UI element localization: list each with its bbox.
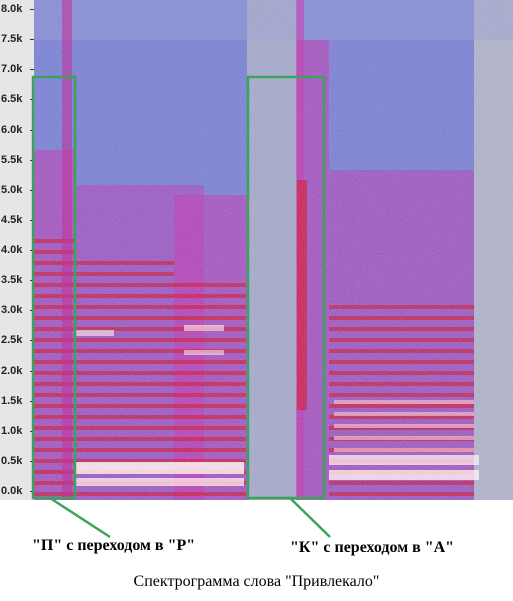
axis-tick-label: 4.5k (1, 214, 31, 226)
axis-tick-label: 0.0k (1, 485, 31, 497)
axis-tick-label: 1.0k (1, 425, 31, 437)
axis-tick-label: 2.0k (1, 365, 31, 377)
axis-tick-label: 1.5k (1, 395, 31, 407)
figure-caption: Спектрограмма слова "Привлекало" (0, 573, 513, 591)
annotation-p-label: "П" с переходом в "Р" (32, 537, 195, 555)
annotation-k-label: "К" с переходом в "А" (290, 539, 454, 557)
axis-tick-label: 2.5k (1, 334, 31, 346)
spectrogram (34, 0, 513, 500)
spectrogram-noise (34, 0, 513, 500)
axis-tick-label: 0.5k (1, 455, 31, 467)
pointer-line-p (50, 498, 110, 537)
axis-tick-label: 6.5k (1, 93, 31, 105)
axis-tick-label: 5.5k (1, 154, 31, 166)
axis-tick-label: 7.5k (1, 33, 31, 45)
frequency-axis: 8.0k 7.5k 7.0k 6.5k 6.0k 5.5k 5.0k 4.5k 4.0k 3.5k… (0, 0, 35, 500)
axis-tick-label: 3.0k (1, 304, 31, 316)
axis-tick-label: 6.0k (1, 124, 31, 136)
pointer-line-k (290, 498, 330, 537)
axis-tick-label: 3.5k (1, 274, 31, 286)
axis-tick-label: 8.0k (1, 3, 31, 15)
axis-tick-label: 4.0k (1, 244, 31, 256)
axis-tick-label: 7.0k (1, 63, 31, 75)
axis-tick-label: 5.0k (1, 184, 31, 196)
